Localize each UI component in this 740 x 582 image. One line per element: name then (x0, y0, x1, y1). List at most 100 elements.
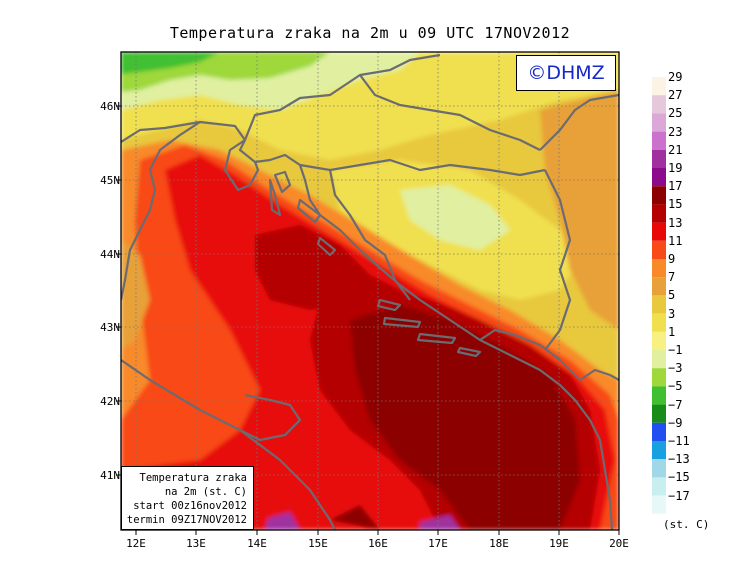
lat-label-41n: 41N (100, 469, 120, 482)
serbia-bosnia-border (544, 169, 572, 351)
legend-label: 23 (668, 124, 683, 139)
legend-label: 27 (668, 88, 683, 103)
field-minus3 (121, 52, 220, 74)
montenegro-border (479, 328, 581, 381)
lon-label-20e: 20E (609, 537, 629, 550)
legend-label: 13 (668, 215, 683, 230)
lon-label-13e: 13E (186, 537, 206, 550)
legend-label: 11 (668, 233, 683, 248)
lon-label-19e: 19E (549, 537, 569, 550)
island-mljet (456, 346, 482, 358)
island-korcula (416, 332, 457, 345)
island-dugi (316, 236, 337, 257)
field-7to9-east (540, 90, 619, 330)
field-italy-9to11 (121, 240, 150, 350)
legend-label: 19 (668, 161, 683, 175)
legend-label: 29 (668, 70, 683, 84)
legend-label: −5 (668, 379, 683, 394)
legend-swatch (652, 77, 666, 96)
island-hvar (382, 316, 422, 329)
slovenia-border (243, 53, 441, 141)
legend-swatch (652, 204, 666, 223)
legend-swatch (652, 441, 666, 460)
coastlines-borders (121, 53, 619, 530)
legend-colorbar (652, 77, 666, 514)
legend-swatch (652, 168, 666, 187)
legend-label: −7 (668, 397, 683, 412)
lon-label-14e: 14E (247, 537, 267, 550)
legend-label: −3 (668, 361, 683, 376)
legend-swatch (652, 313, 666, 332)
serbia-east (539, 93, 619, 151)
field-15to17 (255, 225, 400, 310)
legend-label: −1 (668, 343, 683, 357)
legend-swatch (652, 495, 666, 514)
info-line-valid: termin 09Z17NOV2012 (126, 514, 247, 526)
adriatic-east-coast (121, 120, 614, 530)
legend-swatch (652, 222, 666, 241)
italian-coast (121, 121, 201, 301)
legend-swatch (652, 113, 666, 132)
plot-frame (120, 51, 620, 531)
kosovo-border (579, 368, 619, 381)
legend-swatch (652, 277, 666, 296)
legend-swatch (652, 295, 666, 314)
legend-swatch (652, 368, 666, 387)
lon-label-18e: 18E (489, 537, 509, 550)
legend-label: 25 (668, 106, 683, 121)
lat-label-46n: 46N (100, 100, 120, 113)
legend-label: −15 (668, 470, 690, 485)
island-pag (296, 198, 322, 224)
lat-label-42n: 42N (100, 395, 120, 408)
legend-swatch (652, 350, 666, 369)
lon-label-16e: 16E (368, 537, 388, 550)
dhmz-logo: ©DHMZ (516, 55, 616, 91)
legend-swatch (652, 186, 666, 205)
legend-swatch (652, 95, 666, 114)
info-line-variable: Temperatura zraka (139, 472, 247, 484)
legend-label: 1 (668, 324, 676, 339)
istria-coast (223, 139, 260, 192)
legend-label: 21 (668, 142, 683, 157)
info-line-start: start 00z16nov2012 (133, 500, 247, 512)
field-21-spot-2 (265, 512, 300, 530)
map-title: Temperatura zraka na 2m u 09 UTC 17NOV20… (169, 24, 571, 42)
legend-label: −13 (668, 452, 690, 467)
lon-label-17e: 17E (428, 537, 448, 550)
legend-label: −11 (668, 434, 690, 448)
croatia-hungary-border (359, 74, 541, 151)
lon-label-15e: 15E (308, 537, 328, 550)
italian-southeast-coast (121, 359, 336, 530)
legend-swatch (652, 331, 666, 350)
island-cres (268, 178, 282, 217)
island-brac (376, 298, 402, 312)
legend-label: −17 (668, 488, 690, 503)
info-line-units: na 2m (st. C) (164, 486, 247, 498)
lat-label-45n: 45N (100, 174, 120, 187)
field-1to3-bosnia (400, 185, 510, 250)
lat-label-43n: 43N (100, 321, 120, 334)
legend-swatch (652, 131, 666, 150)
legend-swatch (652, 422, 666, 441)
legend-swatch (652, 386, 666, 405)
tick-marks (116, 105, 620, 535)
legend-swatch (652, 259, 666, 278)
legend-label: 9 (668, 252, 676, 266)
legend-label: 7 (668, 270, 676, 285)
graticule (121, 52, 619, 530)
legend-label: 5 (668, 288, 676, 303)
legend-swatch (652, 477, 666, 496)
legend-label: 3 (668, 306, 676, 321)
legend-swatch (652, 149, 666, 168)
info-box: Temperatura zraka na 2m (st. C) start 00… (121, 466, 254, 530)
legend-label: 17 (668, 179, 683, 194)
legend-units: (st. C) (663, 518, 710, 531)
field-21-spot (420, 515, 460, 530)
croatia-bosnia-west (328, 169, 411, 301)
croatia-bosnia-north (299, 158, 546, 177)
legend-label: −9 (668, 415, 683, 430)
legend-label: 15 (668, 197, 683, 212)
legend-swatch (652, 459, 666, 478)
island-krk (273, 170, 292, 194)
